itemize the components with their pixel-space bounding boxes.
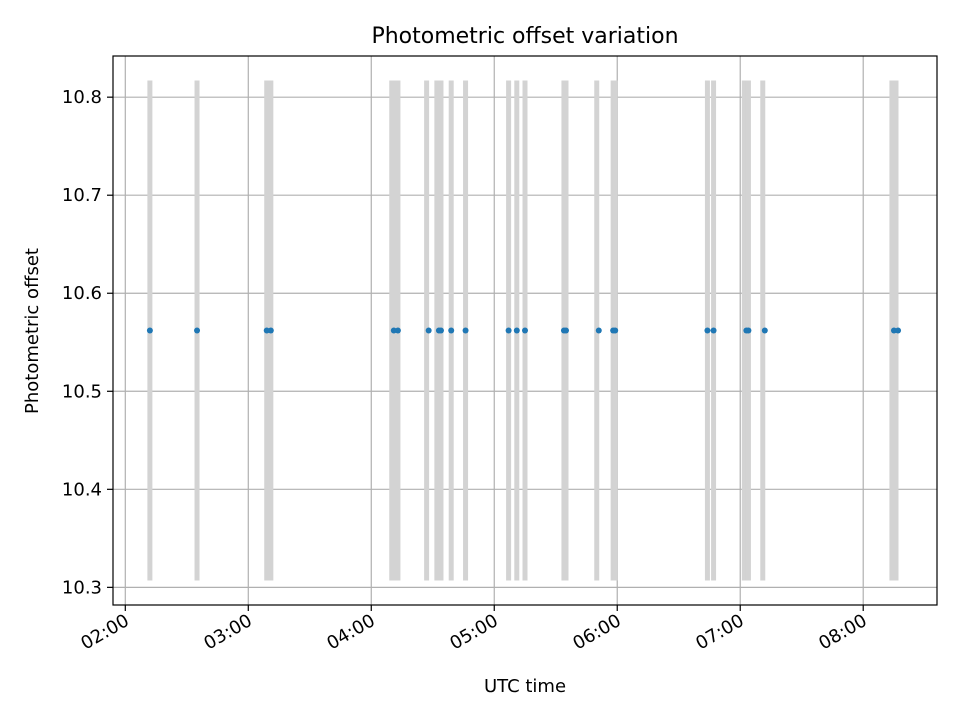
y-tick-label: 10.8 <box>62 87 102 108</box>
data-point <box>462 327 469 334</box>
y-tick-label: 10.3 <box>62 577 102 598</box>
data-point <box>513 327 520 334</box>
plot-frame <box>112 55 938 606</box>
x-axis-label: UTC time <box>484 676 566 697</box>
data-point <box>448 327 455 334</box>
data-point <box>505 327 512 334</box>
chart-title: Photometric offset variation <box>371 24 678 49</box>
data-point <box>745 327 752 334</box>
data-point <box>390 327 397 334</box>
data-point <box>890 327 897 334</box>
data-point <box>704 327 711 334</box>
data-point <box>425 327 432 334</box>
data-point <box>394 327 401 334</box>
data-point <box>895 327 902 334</box>
y-tick-label: 10.7 <box>62 185 102 206</box>
data-point <box>522 327 528 334</box>
data-point <box>612 327 619 334</box>
data-point <box>710 327 717 334</box>
y-axis: 10.3 10.4 10.5 10.6 10.7 10.8 <box>62 87 113 598</box>
data-point <box>194 327 201 334</box>
data-point <box>263 327 270 334</box>
data-point <box>437 327 444 334</box>
points-layer <box>146 327 902 334</box>
data-point <box>595 327 602 334</box>
y-tick-label: 10.5 <box>62 381 102 402</box>
data-point <box>761 327 768 334</box>
data-point <box>267 327 274 334</box>
y-tick-label: 10.4 <box>62 479 102 500</box>
data-point <box>562 327 569 334</box>
y-tick-label: 10.6 <box>62 283 102 304</box>
y-axis-label: Photometric offset <box>22 248 43 414</box>
data-point <box>146 327 153 334</box>
